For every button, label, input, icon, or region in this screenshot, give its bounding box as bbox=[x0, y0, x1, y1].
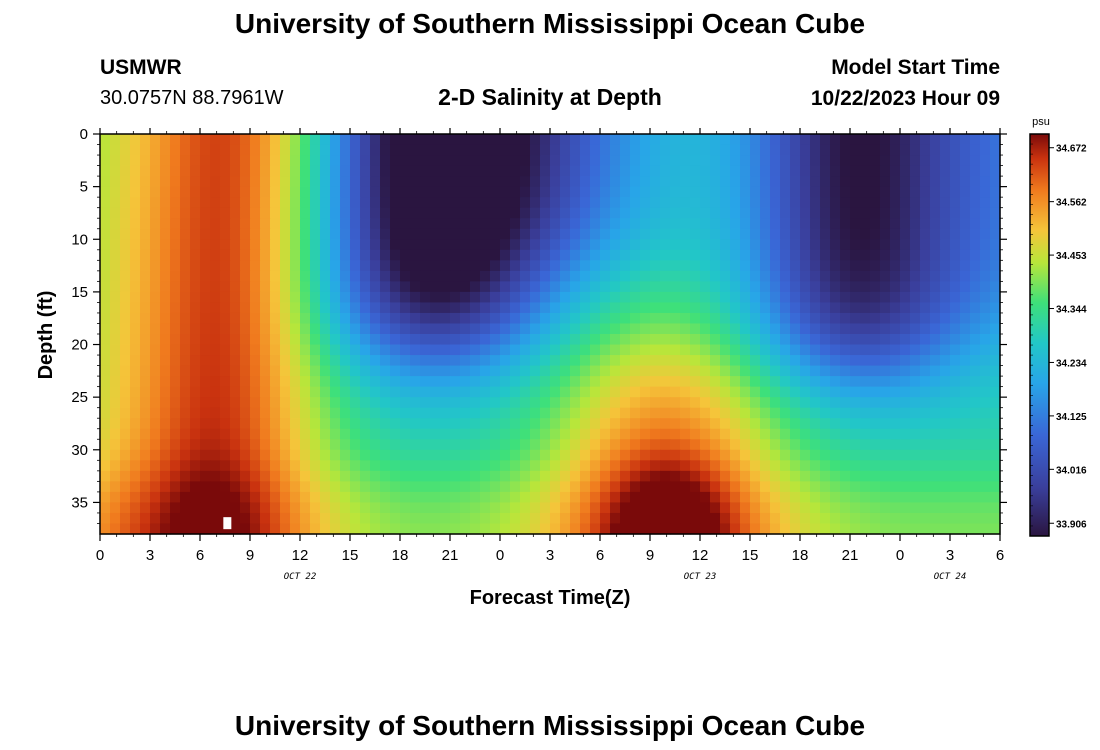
x-tick-label: 3 bbox=[146, 547, 154, 564]
x-tick-label: 18 bbox=[392, 547, 409, 564]
x-tick-label: 0 bbox=[496, 547, 504, 564]
x-axis-label: Forecast Time(Z) bbox=[470, 587, 631, 609]
x-tick-label: 9 bbox=[246, 547, 254, 564]
x-tick-label: 3 bbox=[546, 547, 554, 564]
colorbar-label: 34.125 bbox=[1056, 412, 1087, 423]
x-tick-label: 9 bbox=[646, 547, 654, 564]
x-tick-label: 21 bbox=[842, 547, 859, 564]
x-tick-label: 0 bbox=[96, 547, 104, 564]
station-marker bbox=[223, 517, 232, 530]
x-tick-label: 0 bbox=[896, 547, 904, 564]
colorbar-label: 34.453 bbox=[1056, 251, 1087, 262]
model-start-label: Model Start Time bbox=[831, 56, 1000, 79]
colorbar-label: 34.234 bbox=[1056, 358, 1087, 369]
x-tick-label: 15 bbox=[342, 547, 359, 564]
x-tick-label: 12 bbox=[692, 547, 709, 564]
y-tick-label: 5 bbox=[80, 179, 88, 196]
x-tick-label: 6 bbox=[596, 547, 604, 564]
colorbar-label: 33.906 bbox=[1056, 519, 1087, 530]
colorbar-label: 34.344 bbox=[1056, 305, 1087, 316]
colorbar-label: 34.016 bbox=[1056, 465, 1087, 476]
y-tick-label: 20 bbox=[71, 337, 88, 354]
y-tick-label: 0 bbox=[80, 126, 88, 143]
y-axis-label: Depth (ft) bbox=[35, 291, 57, 380]
date-label: OCT 22 bbox=[284, 572, 317, 582]
x-tick-label: 6 bbox=[996, 547, 1004, 564]
x-tick-label: 12 bbox=[292, 547, 309, 564]
y-tick-label: 25 bbox=[71, 389, 88, 406]
colorbar-label: 34.562 bbox=[1056, 198, 1087, 209]
x-tick-label: 21 bbox=[442, 547, 459, 564]
station-coordinates: 30.0757N 88.7961W bbox=[100, 87, 284, 109]
y-tick-label: 10 bbox=[71, 231, 88, 248]
date-label: OCT 24 bbox=[934, 572, 967, 582]
colorbar-label: 34.672 bbox=[1056, 144, 1087, 155]
x-tick-label: 6 bbox=[196, 547, 204, 564]
page-title: University of Southern Mississippi Ocean… bbox=[234, 8, 866, 39]
heatmap-cells bbox=[100, 134, 1001, 535]
plot-title: 2-D Salinity at Depth bbox=[438, 84, 662, 110]
x-tick-label: 15 bbox=[742, 547, 759, 564]
y-tick-label: 15 bbox=[71, 284, 88, 301]
colorbar-axis: 34.672 34.562 34.453 34.344 34.234 34.125 34.0… bbox=[1030, 133, 1087, 537]
footer-title: University of Southern Mississippi Ocean… bbox=[234, 710, 866, 741]
y-tick-label: 30 bbox=[71, 442, 88, 459]
date-label: OCT 23 bbox=[684, 572, 717, 582]
colorbar-unit: psu bbox=[1032, 116, 1050, 128]
axes: 0 3 6 9 12 15 18 21 0 3 6 9 12 15 18 21 0 3 6 OCT 22 OCT 23 O… bbox=[71, 126, 1007, 582]
station-id: USMWR bbox=[100, 56, 182, 79]
x-tick-label: 18 bbox=[792, 547, 809, 564]
model-start-value: 10/22/2023 Hour 09 bbox=[810, 87, 1000, 110]
y-tick-label: 35 bbox=[71, 494, 88, 511]
x-tick-label: 3 bbox=[946, 547, 954, 564]
